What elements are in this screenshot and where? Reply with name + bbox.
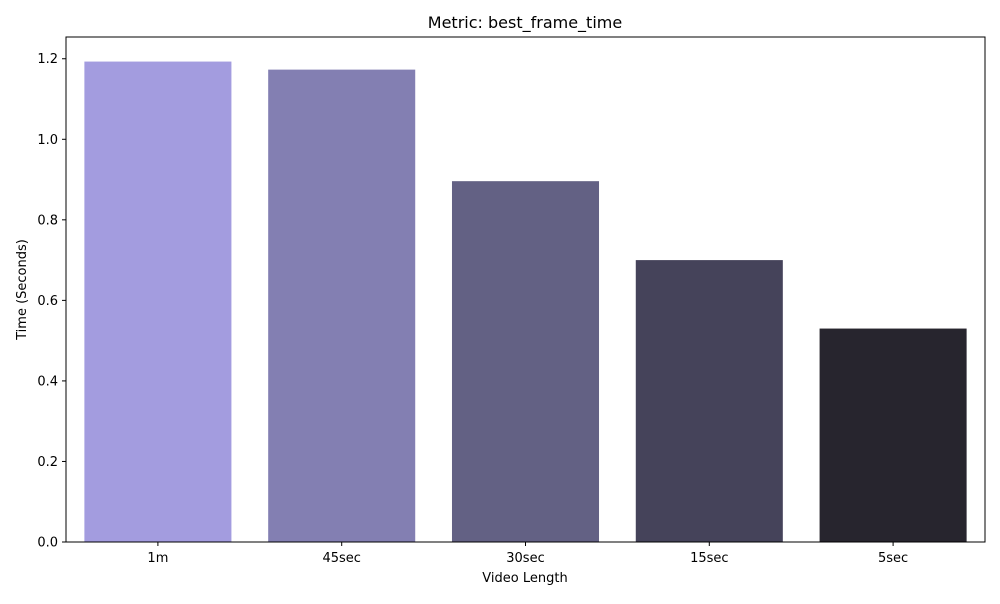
y-tick-label: 0.4 bbox=[37, 374, 58, 389]
y-tick-label: 1.0 bbox=[37, 133, 58, 148]
x-tick-label: 45sec bbox=[322, 551, 360, 566]
bar-15sec bbox=[635, 260, 783, 542]
x-tick-label: 5sec bbox=[878, 551, 908, 566]
bar-1m bbox=[84, 61, 232, 542]
y-axis-label: Time (Seconds) bbox=[15, 239, 30, 341]
y-tick-label: 0.6 bbox=[37, 294, 58, 309]
x-tick-label: 15sec bbox=[690, 551, 728, 566]
y-tick-label: 0.2 bbox=[37, 455, 58, 470]
x-tick-label: 30sec bbox=[506, 551, 544, 566]
chart-title: Metric: best_frame_time bbox=[428, 13, 622, 33]
y-tick-label: 0.8 bbox=[37, 213, 58, 228]
plot-area: 1m 45sec 30sec 15sec 5sec 0.0 0.2 0.4 0.6 0.8 1.0 1… bbox=[37, 36, 986, 566]
y-tick-label: 1.2 bbox=[37, 52, 58, 67]
bar-30sec bbox=[451, 181, 600, 543]
bar-5sec bbox=[819, 328, 967, 542]
x-tick-label: 1m bbox=[147, 551, 168, 566]
bar-45sec bbox=[268, 69, 416, 543]
y-tick-label: 0.0 bbox=[37, 536, 58, 551]
x-axis-label: Video Length bbox=[482, 571, 567, 586]
